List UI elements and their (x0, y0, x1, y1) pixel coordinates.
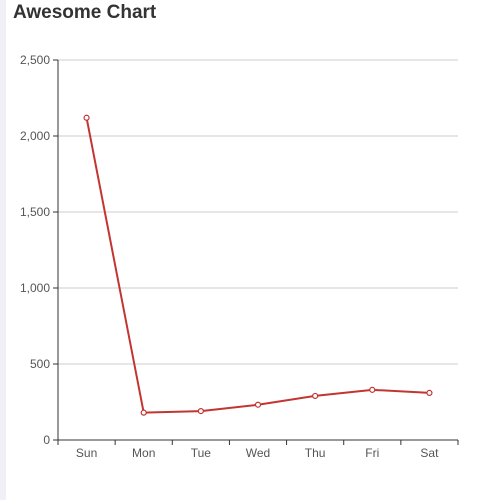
data-point (140, 409, 147, 416)
x-tick-label: Mon (132, 446, 155, 460)
axes (53, 59, 459, 445)
data-point (369, 386, 376, 393)
grid-lines (58, 59, 458, 365)
x-tick-label: Sat (420, 446, 439, 460)
y-tick-label: 0 (43, 433, 50, 447)
y-tick-label: 1,000 (20, 281, 50, 295)
x-tick-label: Fri (365, 446, 379, 460)
series-line (85, 117, 430, 414)
y-tick-label: 2,500 (20, 53, 50, 67)
data-point (426, 389, 433, 396)
x-tick-label: Sun (76, 446, 97, 460)
x-tick-label: Tue (191, 446, 212, 460)
y-axis-labels: 0 500 1,000 1,500 2,000 2,500 (20, 53, 50, 447)
x-tick-label: Wed (246, 446, 270, 460)
chart-title: Awesome Chart (13, 2, 157, 23)
y-tick-label: 2,000 (20, 129, 50, 143)
x-axis-labels: Sun Mon Tue Wed Thu Fri Sat (76, 446, 439, 460)
data-point (83, 114, 90, 121)
y-tick-label: 500 (30, 357, 50, 371)
data-point (312, 392, 319, 400)
y-tick-label: 1,500 (20, 205, 50, 219)
x-tick-label: Thu (305, 446, 326, 460)
left-edge-strip (0, 0, 6, 500)
series-layer (83, 114, 433, 416)
data-point (197, 408, 204, 415)
data-point (254, 401, 262, 408)
